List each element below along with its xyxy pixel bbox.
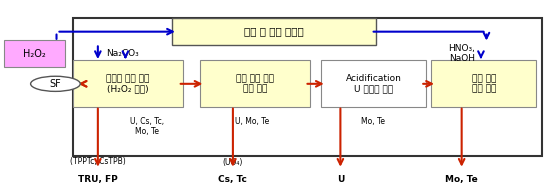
Text: 처분 저해 핵종
침전 제거: 처분 저해 핵종 침전 제거	[236, 74, 274, 93]
Ellipse shape	[434, 171, 489, 184]
Ellipse shape	[206, 171, 260, 184]
Text: 탄산염 용해 침출
(H₂O₂ 산화): 탄산염 용해 침출 (H₂O₂ 산화)	[106, 74, 150, 93]
Text: Cs, Tc: Cs, Tc	[218, 175, 247, 184]
FancyBboxPatch shape	[200, 60, 310, 107]
Text: 탄산 염 용액 재순환: 탄산 염 용액 재순환	[244, 27, 304, 37]
Text: H₂O₂: H₂O₂	[23, 49, 46, 59]
Text: HNO₃,
NaOH: HNO₃, NaOH	[448, 44, 475, 63]
Text: U: U	[337, 175, 344, 184]
Text: SF: SF	[49, 79, 61, 89]
Text: Acidification
U 고순도 침전: Acidification U 고순도 침전	[346, 74, 402, 93]
Text: Na₂CO₃: Na₂CO₃	[106, 49, 139, 58]
Ellipse shape	[65, 171, 131, 184]
Text: U, Mo, Te: U, Mo, Te	[235, 117, 269, 126]
FancyBboxPatch shape	[172, 18, 376, 45]
FancyBboxPatch shape	[73, 60, 183, 107]
FancyBboxPatch shape	[4, 40, 65, 67]
Text: Mo, Te: Mo, Te	[445, 175, 478, 184]
Text: U, Cs, Tc,
Mo, Te: U, Cs, Tc, Mo, Te	[130, 117, 165, 136]
FancyBboxPatch shape	[321, 60, 426, 107]
FancyBboxPatch shape	[432, 60, 536, 107]
FancyBboxPatch shape	[73, 18, 542, 156]
Text: TRU, FP: TRU, FP	[78, 175, 118, 184]
Text: 사용 염의
전해 순환: 사용 염의 전해 순환	[471, 74, 496, 93]
Circle shape	[30, 76, 80, 91]
Text: (TPPTc, CsTPB): (TPPTc, CsTPB)	[70, 157, 126, 166]
Text: Mo, Te: Mo, Te	[361, 117, 386, 126]
Ellipse shape	[319, 171, 362, 184]
Text: (UO₄): (UO₄)	[223, 158, 243, 167]
